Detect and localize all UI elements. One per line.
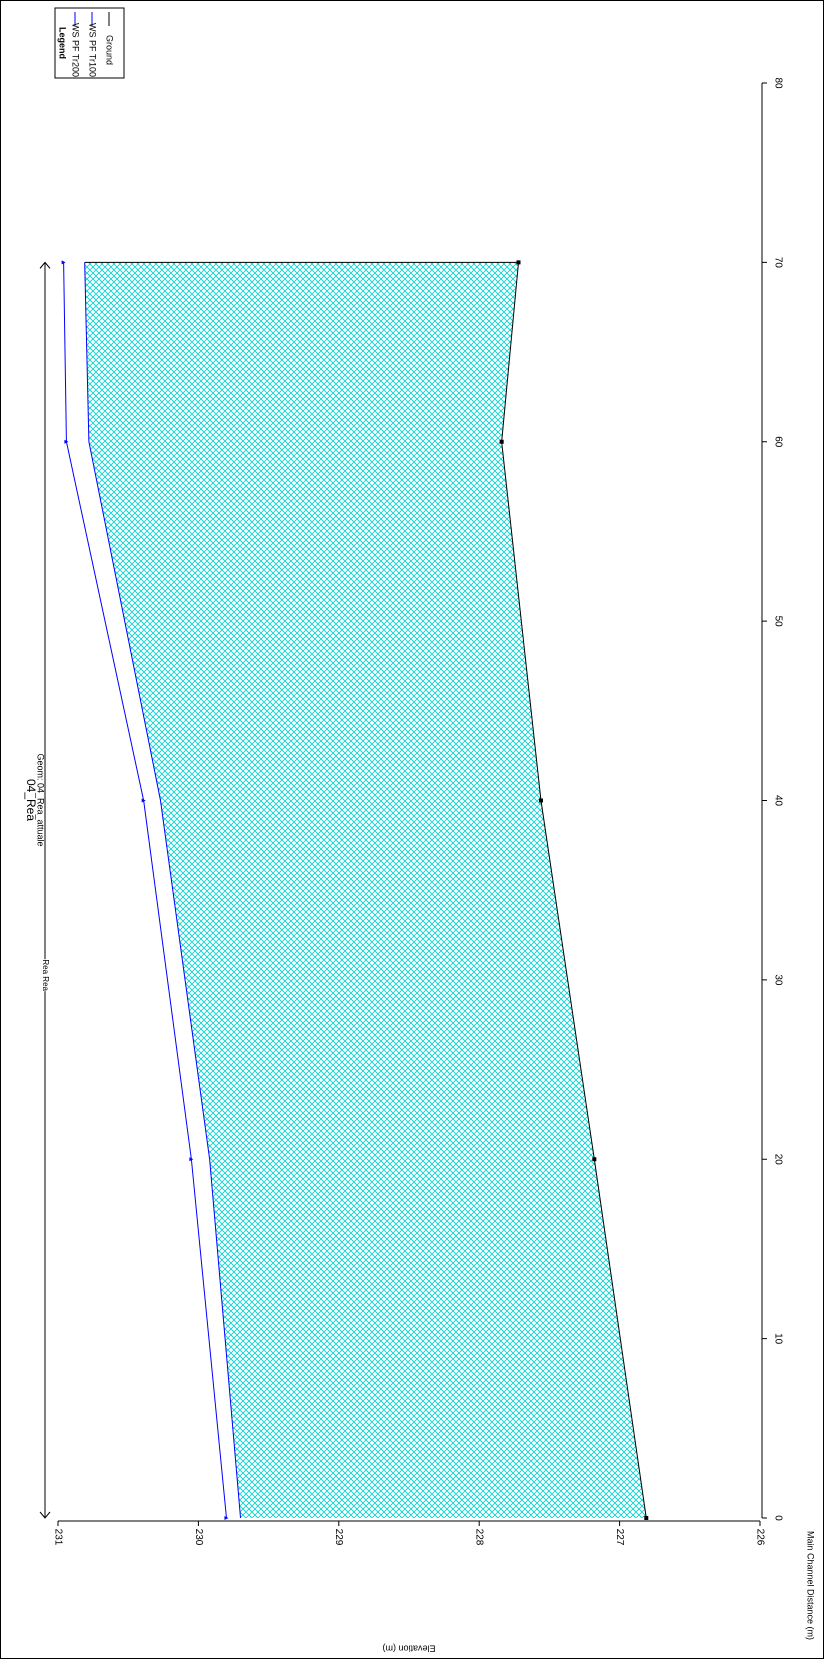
y-tick-label: 231 xyxy=(52,1529,63,1546)
x-tick-label: 60 xyxy=(772,436,783,448)
x-axis-label: Main Channel Distance (m) xyxy=(806,1531,816,1640)
y-tick-label: 227 xyxy=(614,1529,625,1546)
reach-label-bg xyxy=(39,959,51,992)
x-tick-label: 40 xyxy=(772,795,783,807)
x-tick-label: 20 xyxy=(772,1154,783,1166)
marker xyxy=(189,1157,194,1162)
x-tick-label: 0 xyxy=(772,1515,783,1521)
y-tick-label: 229 xyxy=(333,1529,344,1546)
chart-title: 04_Rea xyxy=(24,779,38,821)
x-tick-label: 70 xyxy=(772,257,783,269)
legend-title: Legend xyxy=(58,27,68,59)
marker xyxy=(592,1157,597,1162)
x-tick-label: 30 xyxy=(772,974,783,986)
marker xyxy=(516,260,521,265)
x-tick-label: 50 xyxy=(772,616,783,628)
marker xyxy=(224,1516,229,1520)
legend-label: WS PF Tr200 xyxy=(71,23,81,77)
y-tick-label: 228 xyxy=(474,1529,485,1546)
marker xyxy=(644,1516,649,1520)
x-tick-label: 10 xyxy=(772,1333,783,1345)
legend-label: Ground xyxy=(105,35,115,65)
marker xyxy=(61,260,66,265)
marker xyxy=(64,439,69,444)
reach-arrow xyxy=(39,261,51,1519)
x-tick-label: 80 xyxy=(772,77,783,89)
series-line xyxy=(84,262,242,1519)
legend-box xyxy=(54,7,125,79)
y-tick-label: 230 xyxy=(193,1529,204,1546)
y-tick-label: 226 xyxy=(754,1529,765,1546)
water-area xyxy=(84,262,647,1518)
marker xyxy=(499,439,504,444)
marker xyxy=(538,798,543,803)
y-axis-label: Elevation (m) xyxy=(382,1644,435,1654)
annotation: Rea Rea xyxy=(41,959,50,991)
marker xyxy=(141,798,146,803)
legend-label: WS PF Tr100 xyxy=(88,23,98,77)
chart-subtitle: Geom: 04_Rea_attuale xyxy=(36,753,46,846)
